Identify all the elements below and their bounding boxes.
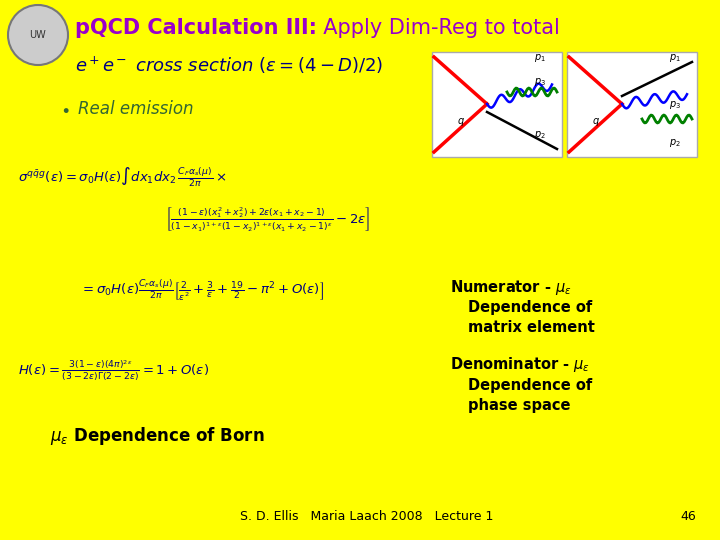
Text: $H(\varepsilon) = \frac{3(1-\varepsilon)(4\pi)^{2\varepsilon}}{(3-2\varepsilon)\: $H(\varepsilon) = \frac{3(1-\varepsilon)…	[18, 358, 209, 383]
Text: $q$: $q$	[457, 116, 465, 128]
Text: Denominator - $\mu_\varepsilon$: Denominator - $\mu_\varepsilon$	[450, 355, 590, 374]
Text: $\sigma^{q\bar{q}g}(\varepsilon) = \sigma_0 H(\varepsilon)\int dx_1 dx_2\,\frac{: $\sigma^{q\bar{q}g}(\varepsilon) = \sigm…	[18, 165, 227, 188]
Text: $p_1$: $p_1$	[669, 52, 681, 64]
Text: $\bullet$: $\bullet$	[60, 100, 70, 118]
Text: 46: 46	[680, 510, 696, 523]
Bar	[432, 52, 562, 157]
Text: $\left[\frac{(1-\varepsilon)(x_1^2+x_2^2)+2\varepsilon(x_1+x_2-1)}{(1-x_1)^{1+\v: $\left[\frac{(1-\varepsilon)(x_1^2+x_2^2…	[165, 205, 370, 233]
Text: S. D. Ellis   Maria Laach 2008   Lecture 1: S. D. Ellis Maria Laach 2008 Lecture 1	[240, 510, 493, 523]
Text: $p_3$: $p_3$	[534, 76, 546, 88]
Text: Apply Dim-Reg to total: Apply Dim-Reg to total	[310, 18, 560, 38]
Text: Dependence of
phase space: Dependence of phase space	[468, 378, 593, 413]
Text: pQCD Calculation III:: pQCD Calculation III:	[75, 18, 317, 38]
Text: UW: UW	[30, 30, 46, 40]
Text: $q$: $q$	[592, 116, 600, 128]
Text: Numerator - $\mu_\varepsilon$: Numerator - $\mu_\varepsilon$	[450, 278, 572, 297]
Bar	[567, 52, 697, 157]
Text: $p_3$: $p_3$	[669, 99, 681, 111]
Text: Dependence of
matrix element: Dependence of matrix element	[468, 300, 595, 335]
Text: e$^+$e$^-$ cross section $(\varepsilon = (4-D)/2)$: e$^+$e$^-$ cross section $(\varepsilon =…	[75, 55, 383, 76]
Circle shape	[8, 5, 68, 65]
Text: $p_2$: $p_2$	[669, 137, 681, 149]
Text: $= \sigma_0 H(\varepsilon)\frac{C_F\alpha_s(\mu)}{2\pi}\left[\frac{2}{\varepsilo: $= \sigma_0 H(\varepsilon)\frac{C_F\alph…	[80, 278, 324, 303]
Text: Real emission: Real emission	[78, 100, 194, 118]
Text: $p_2$: $p_2$	[534, 129, 546, 141]
Text: $p_1$: $p_1$	[534, 52, 546, 64]
Text: $\mu_\varepsilon$ Dependence of Born: $\mu_\varepsilon$ Dependence of Born	[50, 425, 265, 447]
